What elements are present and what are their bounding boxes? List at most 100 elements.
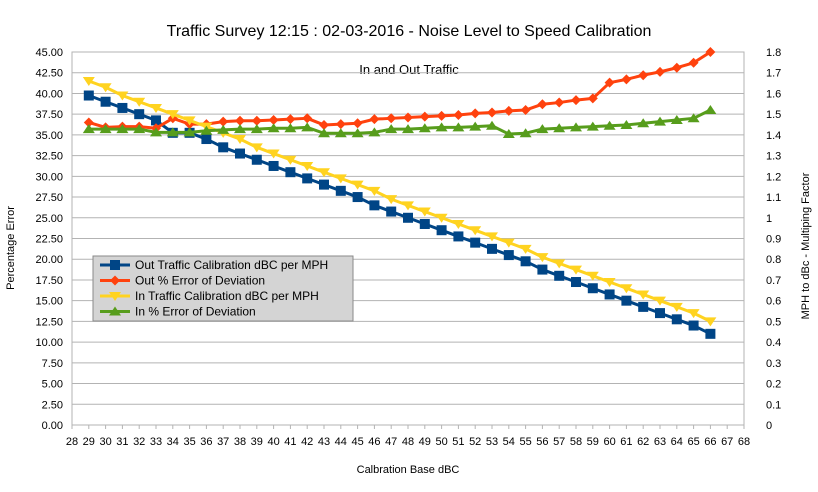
data-point (603, 278, 616, 288)
x-tick-label: 34 (167, 436, 179, 448)
x-tick-label: 39 (251, 436, 263, 448)
x-tick-label: 67 (721, 436, 733, 448)
data-point (586, 121, 599, 131)
x-tick-label: 28 (66, 436, 78, 448)
left-tick-label: 15.00 (35, 296, 63, 308)
data-point (519, 244, 532, 254)
chart-subtitle: In and Out Traffic (359, 62, 459, 77)
data-point (402, 201, 414, 211)
legend-swatch-marker (109, 306, 121, 316)
x-tick-label: 42 (301, 436, 313, 448)
series-group (82, 47, 717, 339)
right-tick-label: 1.4 (766, 130, 781, 142)
data-point (553, 259, 566, 269)
x-tick-label: 59 (587, 436, 599, 448)
data-point (553, 123, 566, 133)
data-point (217, 124, 230, 134)
data-point (670, 114, 683, 124)
data-point (435, 213, 448, 223)
data-point (369, 114, 380, 125)
data-point (419, 218, 430, 229)
data-point (704, 105, 717, 115)
data-point (150, 103, 162, 113)
data-point (470, 237, 481, 248)
x-tick-label: 41 (284, 436, 296, 448)
left-tick-label: 2.50 (42, 399, 63, 411)
data-point (537, 264, 548, 275)
left-tick-label: 10.00 (35, 337, 63, 349)
legend-box (92, 255, 354, 322)
x-tick-label: 46 (368, 436, 380, 448)
data-point (133, 124, 146, 134)
data-point (386, 206, 397, 217)
data-point (687, 309, 700, 319)
grid (71, 51, 745, 429)
left-tick-label: 20.00 (35, 254, 63, 266)
data-point (385, 124, 398, 134)
x-tick-label: 45 (351, 436, 363, 448)
data-point (116, 91, 129, 101)
x-tick-label: 56 (536, 436, 548, 448)
data-point (587, 283, 598, 294)
data-point (99, 83, 112, 93)
data-point (369, 200, 380, 211)
left-tick-label: 45.00 (35, 47, 63, 59)
right-axis-title: MPH to dBc - Multiping Factor (800, 172, 812, 319)
data-point (251, 154, 262, 165)
right-tick-label: 0.1 (766, 399, 781, 411)
x-tick-label: 30 (99, 436, 111, 448)
right-tick-label: 0.7 (766, 275, 781, 287)
left-tick-label: 7.50 (42, 358, 63, 370)
data-point (403, 112, 413, 123)
x-tick-label: 63 (654, 436, 666, 448)
data-point (218, 142, 229, 153)
data-point (285, 167, 296, 178)
data-point (604, 77, 615, 88)
left-tick-label: 30.00 (35, 171, 63, 183)
data-point (82, 77, 95, 87)
x-axis-ticks: 28 29 30 31 32 33 34 35 36 37 38 39 40 41 42 43 44 45 46 47… (66, 436, 750, 448)
x-tick-label: 32 (133, 436, 145, 448)
x-tick-label: 52 (469, 436, 481, 448)
data-point (82, 124, 95, 134)
data-point (603, 120, 616, 130)
right-tick-label: 0.6 (766, 296, 781, 308)
data-point (150, 127, 162, 137)
data-point (268, 160, 279, 171)
right-tick-label: 0.3 (766, 358, 781, 370)
data-point (234, 124, 246, 134)
x-tick-label: 55 (519, 436, 531, 448)
data-point (318, 128, 330, 138)
data-point (452, 122, 465, 132)
left-axis-ticks: 0.00 2.50 5.00 7.50 10.00 12.50 15.00 17.50 20.0… (35, 47, 63, 432)
right-tick-label: 1 (766, 213, 772, 225)
data-point (570, 265, 582, 275)
data-point (620, 284, 633, 294)
data-point (352, 192, 363, 203)
data-point (654, 116, 666, 126)
data-point (554, 270, 565, 281)
right-axis-ticks: 0 0.1 0.2 0.3 0.4 0.5 0.6 0.7 0.8 0.9 1 1.1 1.2 1.3 1.… (766, 47, 781, 432)
data-point (335, 119, 346, 130)
data-point (251, 115, 262, 126)
legend-label: In Traffic Calibration dBC per MPH (135, 289, 319, 303)
data-point (99, 124, 112, 134)
data-point (621, 74, 632, 85)
data-point (235, 115, 245, 126)
data-point (302, 113, 313, 124)
data-point (670, 302, 683, 312)
data-point (520, 256, 531, 267)
legend-swatch-marker (110, 260, 120, 270)
data-point (285, 114, 296, 125)
data-point (705, 328, 716, 339)
data-point (250, 124, 263, 134)
data-point (536, 253, 549, 263)
right-tick-label: 1.3 (766, 151, 781, 163)
x-tick-label: 43 (318, 436, 330, 448)
left-tick-label: 32.50 (35, 151, 63, 163)
right-tick-label: 0.2 (766, 379, 781, 391)
data-point (402, 124, 414, 134)
data-point (133, 97, 146, 107)
x-tick-label: 54 (503, 436, 515, 448)
